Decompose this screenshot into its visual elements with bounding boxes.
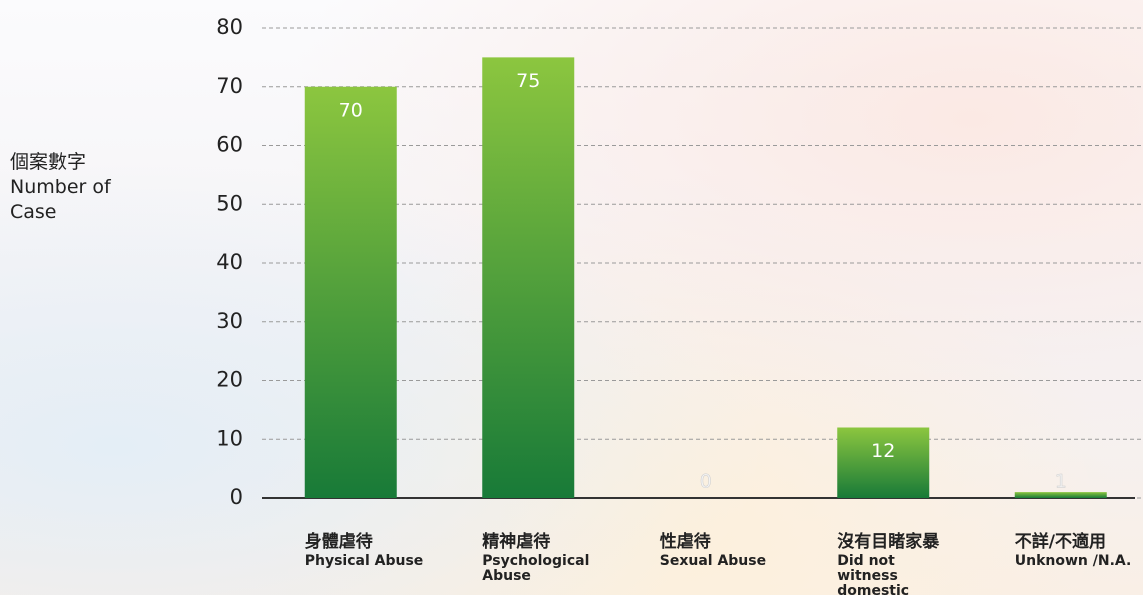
category-label: 精神虐待 Psychological Abuse — [482, 530, 652, 584]
bar — [304, 86, 397, 498]
category-label-en: Did not witness domestic violence — [837, 553, 910, 595]
y-tick-label: 50 — [216, 191, 243, 215]
bar — [1014, 492, 1107, 498]
y-tick-label: 40 — [216, 250, 243, 274]
category-label-zh: 沒有目睹家暴 — [837, 532, 940, 552]
value-label: 1 — [1055, 471, 1067, 493]
category-label-en: Unknown /N.A. — [1014, 553, 1132, 569]
category-label-zh: 身體虐待 — [304, 532, 373, 552]
y-tick-label: 80 — [216, 15, 243, 39]
category-label-en: Sexual Abuse — [659, 553, 767, 569]
value-label: 0 — [700, 471, 712, 493]
y-tick-label: 70 — [216, 74, 243, 98]
category-label-zh: 不詳/不適用 — [1014, 532, 1106, 552]
value-label: 75 — [516, 70, 540, 92]
y-axis-label: 個案數字 Number of Case — [10, 150, 145, 225]
y-tick-label: 60 — [216, 133, 243, 157]
y-tick-label: 0 — [230, 485, 243, 509]
category-label: 不詳/不適用 Unknown /N.A. — [1015, 530, 1143, 569]
y-tick-label: 10 — [216, 426, 243, 450]
category-label-zh: 精神虐待 — [482, 532, 551, 552]
y-axis-label-zh: 個案數字 — [10, 151, 87, 173]
value-label: 12 — [871, 440, 895, 462]
y-axis-label-en: Number of Case — [10, 176, 111, 223]
y-tick-label: 30 — [216, 309, 243, 333]
bar — [837, 427, 930, 498]
category-label: 身體虐待 Physical Abuse — [305, 530, 475, 569]
bar — [482, 57, 575, 498]
category-label-en: Physical Abuse — [304, 553, 424, 569]
value-label: 70 — [339, 99, 363, 121]
category-label-en: Psychological Abuse — [482, 553, 590, 584]
category-label-zh: 性虐待 — [659, 532, 711, 552]
y-tick-label: 20 — [216, 368, 243, 392]
category-label: 性虐待 Sexual Abuse — [660, 530, 830, 569]
